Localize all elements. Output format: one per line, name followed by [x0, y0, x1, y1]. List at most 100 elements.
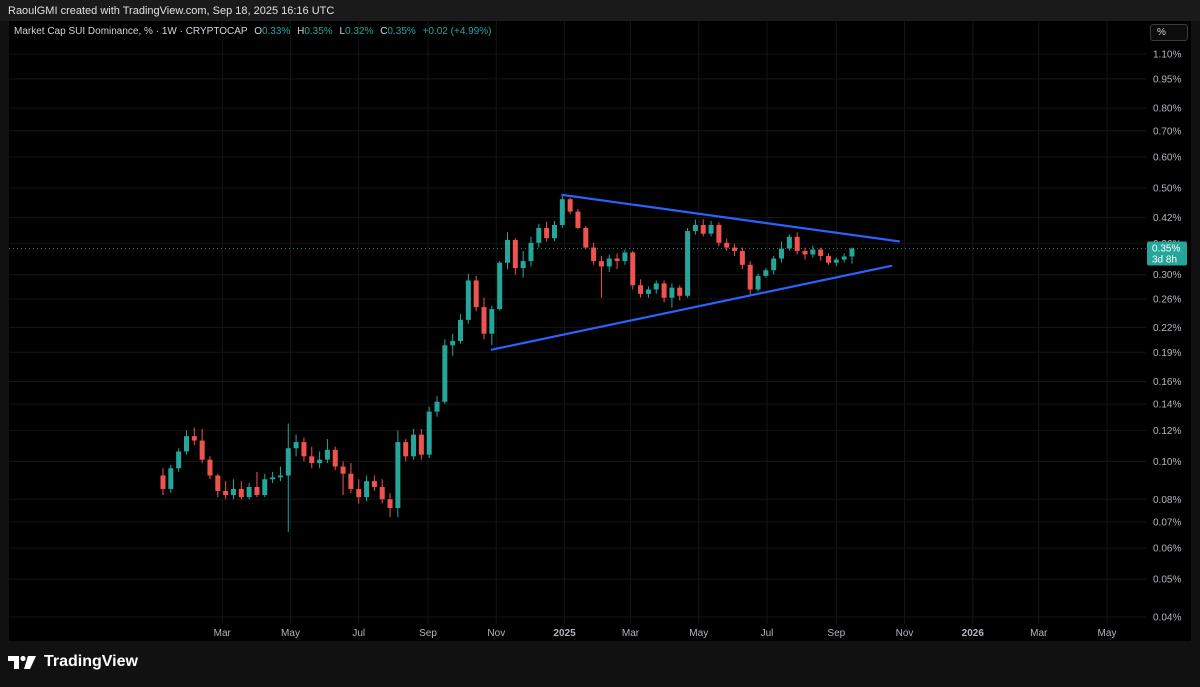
candle-body: [794, 236, 800, 251]
low-value: 0.32%: [345, 26, 374, 37]
candle-body: [520, 261, 526, 269]
candle: [583, 226, 589, 250]
candle: [661, 280, 667, 303]
candle-body: [763, 270, 769, 276]
candle: [301, 437, 307, 462]
candle: [395, 430, 401, 518]
price-axis[interactable]: [1146, 21, 1191, 641]
candle: [732, 243, 738, 256]
y-tick-label: 0.05%: [1153, 575, 1181, 586]
candle-body: [802, 250, 808, 255]
candle-body: [434, 401, 440, 412]
candle: [716, 222, 722, 247]
candle: [199, 428, 205, 464]
candle: [340, 461, 346, 496]
candle: [371, 475, 377, 491]
y-tick-label: 0.07%: [1153, 517, 1181, 528]
candle: [277, 466, 283, 482]
candle-body: [324, 449, 330, 460]
candle: [309, 446, 315, 469]
candle-body: [818, 249, 824, 256]
candle: [293, 434, 299, 457]
close-value: 0.35%: [387, 26, 416, 37]
candle: [849, 247, 855, 264]
candle-body: [732, 247, 738, 251]
y-tick-label: 0.60%: [1153, 152, 1181, 163]
candle-body: [411, 434, 417, 457]
candle-body: [771, 258, 777, 271]
candle-body: [223, 490, 229, 496]
candle-body: [504, 240, 510, 263]
candle-body: [645, 289, 651, 294]
candles-layer: [160, 195, 855, 532]
candle: [183, 430, 189, 455]
last-price-tag-layer: 0.35%3d 8h: [1147, 241, 1187, 266]
candle-body: [575, 211, 581, 228]
x-tick-label: Jul: [352, 628, 365, 639]
candle: [160, 468, 166, 496]
candle: [230, 479, 236, 500]
candle: [630, 250, 636, 290]
candle-body: [677, 287, 683, 296]
candle: [755, 273, 761, 292]
y-tick-label: 0.04%: [1153, 613, 1181, 624]
candle: [238, 481, 244, 500]
candle-body: [708, 224, 714, 234]
candle: [168, 464, 174, 493]
candle-body: [606, 258, 612, 267]
candle: [387, 492, 393, 518]
candle: [403, 439, 409, 462]
x-tick-label: Mar: [622, 628, 640, 639]
candle-body: [614, 258, 620, 262]
tradingview-logo[interactable]: TradingView: [8, 653, 138, 671]
candle-body: [199, 440, 205, 460]
candle-body: [262, 479, 268, 496]
candle-body: [739, 250, 745, 265]
y-tick-label: 0.22%: [1153, 323, 1181, 334]
last-price-value: 0.35%: [1152, 244, 1180, 255]
percent-scale-button[interactable]: %: [1150, 24, 1188, 41]
candle: [786, 234, 792, 251]
candle-body: [332, 449, 338, 467]
y-tick-label: 0.06%: [1153, 544, 1181, 555]
bar-countdown: 3d 8h: [1152, 255, 1177, 266]
candle: [458, 314, 464, 344]
candle-body: [653, 283, 659, 290]
candle: [606, 254, 612, 272]
candle: [450, 333, 456, 356]
candle-body: [512, 240, 518, 269]
candle-body: [591, 247, 597, 262]
x-tick-label: May: [1098, 628, 1117, 639]
symbol-legend: Market Cap SUI Dominance, % · 1W · CRYPT…: [14, 26, 492, 37]
candle: [473, 275, 479, 312]
candle: [779, 241, 785, 263]
candle-body: [481, 307, 487, 334]
candle-body: [395, 442, 401, 508]
candle-body: [387, 499, 393, 508]
candle: [528, 236, 534, 267]
candle-body: [661, 283, 667, 298]
candle-body: [160, 475, 166, 489]
candle: [724, 238, 730, 251]
candle-body: [583, 227, 589, 248]
candle: [426, 406, 432, 458]
candle: [747, 261, 753, 296]
candle: [254, 471, 260, 498]
y-tick-label: 0.26%: [1153, 295, 1181, 306]
candle-body: [356, 488, 362, 498]
candle: [442, 339, 448, 405]
candle: [536, 223, 542, 248]
candle: [497, 261, 503, 311]
candle: [465, 273, 471, 324]
candle-body: [254, 486, 260, 496]
candle-body: [348, 473, 354, 489]
candle: [481, 297, 487, 340]
candle-body: [340, 466, 346, 474]
candle-body: [779, 248, 785, 259]
candle-body: [825, 255, 831, 263]
candle-body: [317, 459, 323, 464]
candle: [575, 208, 581, 230]
candle-body: [551, 224, 557, 239]
candle-body: [176, 451, 182, 469]
candle-body: [536, 227, 542, 243]
